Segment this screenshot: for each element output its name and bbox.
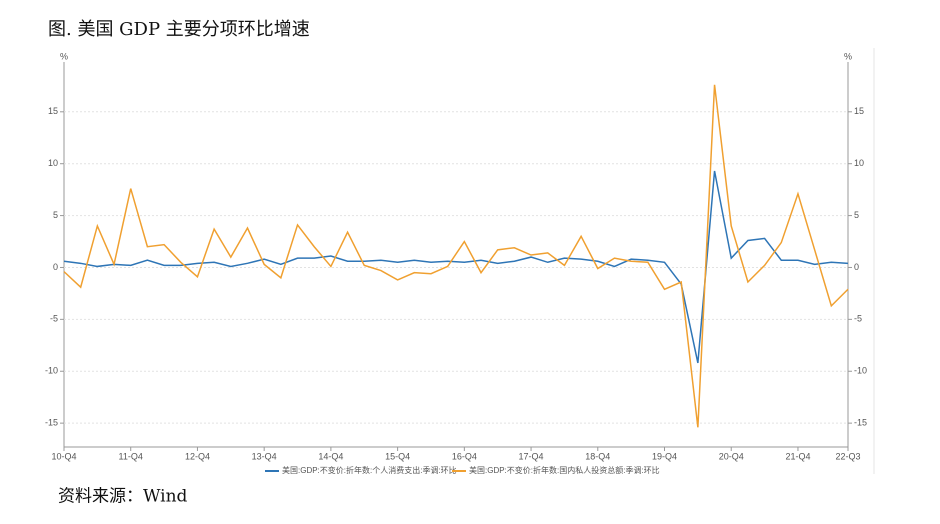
- x-tick-label: 17-Q4: [519, 451, 544, 461]
- x-tick-label: 22-Q3: [835, 451, 860, 461]
- y2-tick-label: 0: [854, 262, 859, 272]
- series-line: [63, 84, 849, 428]
- x-tick-label: 14-Q4: [318, 451, 343, 461]
- x-tick-label: 16-Q4: [452, 451, 477, 461]
- x-tick-label: 11-Q4: [119, 451, 143, 461]
- series-line: [63, 170, 849, 364]
- y2-tick-label: -15: [854, 418, 867, 428]
- x-tick-label: 12-Q4: [185, 451, 210, 461]
- y-tick-label: -5: [50, 314, 58, 324]
- x-tick-label: 19-Q4: [652, 451, 677, 461]
- x-tick-label: 13-Q4: [252, 451, 277, 461]
- y-unit: %: [60, 51, 68, 61]
- y-tick-label: 0: [53, 262, 58, 272]
- legend-label: 美国:GDP:不变价:折年数:国内私人投资总额:季调:环比: [469, 465, 660, 475]
- y2-unit: %: [844, 51, 852, 61]
- y2-tick-label: 15: [854, 106, 864, 116]
- y2-tick-label: 10: [854, 158, 864, 168]
- source: 资料来源：Wind: [58, 487, 188, 507]
- legend-label: 美国:GDP:不变价:折年数:个人消费支出:季调:环比: [282, 465, 457, 475]
- x-tick-label: 10-Q4: [51, 451, 76, 461]
- y2-tick-label: 5: [854, 210, 859, 220]
- y2-tick-label: -5: [854, 314, 862, 324]
- x-tick-label: 15-Q4: [385, 451, 410, 461]
- y-tick-label: -15: [45, 418, 58, 428]
- y-tick-label: -10: [45, 366, 58, 376]
- y-tick-label: 10: [48, 158, 58, 168]
- chart-title: 图. 美国 GDP 主要分项环比增速: [48, 19, 310, 40]
- x-tick-label: 18-Q4: [585, 451, 610, 461]
- x-tick-label: 21-Q4: [785, 451, 810, 461]
- y-tick-label: 15: [48, 106, 58, 116]
- x-tick-label: 20-Q4: [719, 451, 744, 461]
- y-tick-label: 5: [53, 210, 58, 220]
- y2-tick-label: -10: [854, 366, 867, 376]
